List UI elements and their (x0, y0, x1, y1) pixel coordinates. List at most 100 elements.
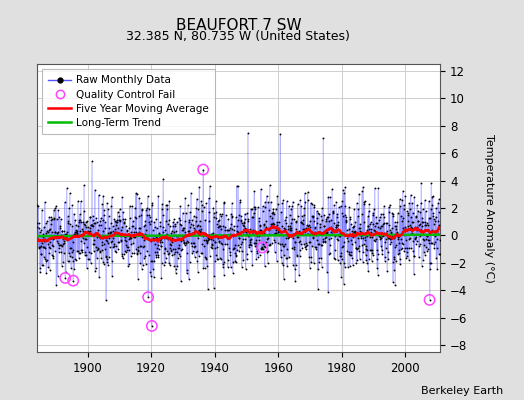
Point (156, 239, 164, 246)
Point (383, 268, 391, 274)
Point (57, 249, 65, 255)
Point (302, 243, 310, 250)
Point (209, 237, 217, 244)
Point (395, 250, 403, 256)
Point (391, 242, 400, 248)
Point (111, 226, 119, 233)
Point (325, 250, 334, 256)
Point (124, 261, 133, 268)
Point (253, 250, 261, 256)
Point (214, 218, 222, 224)
Point (194, 227, 203, 234)
Point (420, 242, 429, 248)
Point (194, 234, 203, 241)
Point (179, 227, 187, 233)
Point (247, 248, 255, 255)
Point (337, 250, 345, 256)
Point (355, 191, 364, 198)
Point (371, 238, 379, 245)
Point (92, 244, 100, 250)
Point (358, 242, 366, 248)
Point (381, 254, 389, 260)
Point (283, 226, 292, 232)
Point (108, 238, 117, 244)
Point (137, 212, 145, 218)
Point (216, 239, 225, 246)
Point (199, 233, 207, 239)
Point (182, 239, 190, 246)
Point (337, 244, 346, 250)
Point (319, 238, 327, 245)
Point (267, 240, 276, 246)
Point (366, 234, 374, 240)
Point (351, 239, 359, 245)
Point (38, 240, 47, 246)
Point (122, 249, 130, 255)
Point (84, 248, 93, 255)
Point (333, 236, 341, 243)
Point (245, 232, 253, 238)
Point (76, 228, 84, 234)
Point (68, 202, 77, 208)
Point (423, 220, 431, 226)
Point (415, 222, 423, 228)
Point (102, 238, 111, 244)
Point (83, 229, 92, 236)
Point (424, 246, 432, 252)
Point (255, 218, 264, 224)
Point (242, 229, 250, 236)
Point (305, 254, 313, 260)
Point (179, 224, 188, 231)
Point (89, 217, 97, 223)
Point (178, 237, 187, 243)
Point (398, 197, 406, 204)
Point (96, 222, 105, 228)
Point (416, 209, 424, 215)
Point (173, 232, 182, 238)
Point (405, 256, 413, 263)
Point (118, 255, 127, 262)
Point (128, 223, 137, 230)
Point (335, 233, 343, 239)
Point (412, 213, 420, 219)
Point (419, 256, 428, 263)
Point (158, 238, 167, 245)
Point (50, 235, 58, 241)
Point (180, 240, 188, 246)
Point (249, 214, 257, 220)
Point (119, 220, 128, 226)
Point (308, 213, 316, 219)
Point (187, 190, 195, 196)
Point (409, 238, 417, 244)
Point (235, 235, 244, 241)
Point (263, 236, 271, 242)
Point (423, 222, 432, 228)
Point (388, 224, 396, 231)
Point (286, 212, 294, 218)
Point (57, 243, 66, 249)
Point (238, 263, 246, 270)
Point (151, 249, 159, 255)
Point (71, 257, 80, 263)
Point (89, 241, 97, 248)
Point (146, 221, 154, 227)
Point (86, 224, 94, 231)
Point (219, 223, 227, 229)
Point (311, 224, 320, 230)
Point (78, 248, 86, 255)
Point (413, 238, 421, 244)
Point (82, 224, 90, 230)
Point (383, 231, 391, 237)
Point (372, 230, 380, 237)
Point (265, 230, 274, 237)
Point (183, 202, 192, 208)
Point (231, 242, 239, 249)
Point (417, 180, 425, 186)
Point (326, 194, 334, 200)
Point (398, 188, 407, 194)
Point (211, 239, 219, 245)
Point (279, 242, 287, 249)
Point (318, 242, 326, 248)
Point (343, 231, 351, 238)
Point (97, 214, 105, 221)
